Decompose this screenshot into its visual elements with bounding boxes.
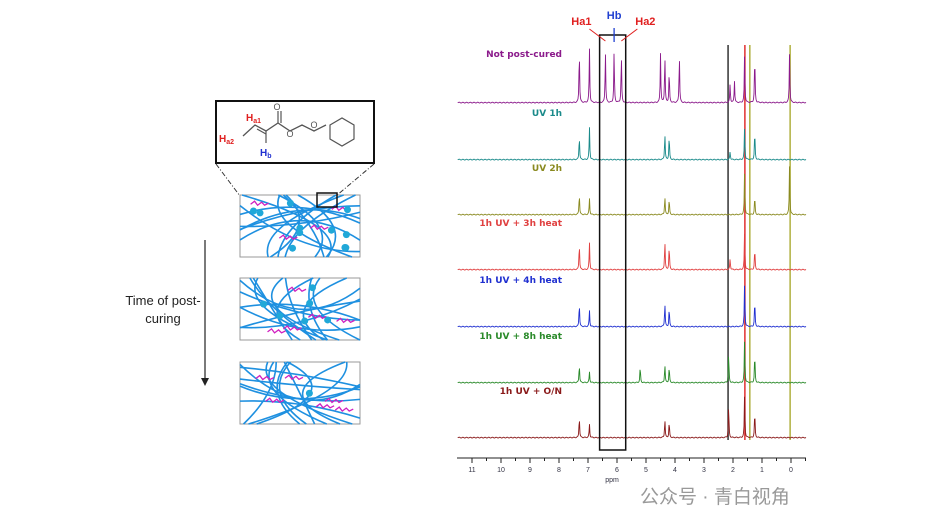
- x-tick-label: 9: [528, 467, 532, 474]
- peak-annotation-ha1: Ha1: [571, 16, 591, 28]
- spectrum-2: [457, 166, 807, 216]
- series-label: 1h UV + 8h heat: [479, 332, 562, 342]
- peak-annotation-hb: Hb: [607, 10, 622, 22]
- arrow-head-icon: [201, 378, 209, 386]
- polymer-network-2: [239, 361, 361, 425]
- spectrum-0: [457, 48, 807, 104]
- svg-text:O: O: [286, 129, 293, 139]
- series-label: UV 1h: [532, 109, 562, 119]
- series-label: 1h UV + O/N: [500, 387, 562, 397]
- highlight-box: [598, 34, 627, 451]
- polymer-network-1: [239, 277, 361, 341]
- x-tick-label: 11: [468, 467, 475, 474]
- polymer-network-0: [239, 192, 361, 258]
- zoom-box: [316, 192, 338, 208]
- watermark: 公众号 · 青白视角: [640, 487, 790, 508]
- molecule-inset: O O O Ha1 Ha2 Hb: [215, 100, 375, 164]
- x-tick-label: 1: [760, 467, 764, 474]
- spectrum-4: [457, 285, 807, 328]
- spectrum-1: [457, 127, 807, 161]
- svg-text:O: O: [310, 120, 317, 130]
- x-tick-label: 7: [586, 467, 590, 474]
- spectrum-6: [457, 396, 807, 439]
- x-tick-label: 0: [789, 467, 793, 474]
- x-tick-label: 10: [497, 467, 505, 474]
- x-tick-label: 8: [557, 467, 561, 474]
- time-of-post-curing-label: Time of post-curing: [125, 293, 201, 326]
- x-tick-label: 5: [644, 467, 648, 474]
- spectrum-3: [457, 233, 807, 271]
- series-label: 1h UV + 3h heat: [479, 219, 562, 229]
- x-tick-label: 6: [615, 467, 619, 474]
- svg-text:Hb: Hb: [260, 148, 272, 160]
- peak-annotation-ha2: Ha2: [635, 16, 655, 28]
- x-tick-label: 2: [731, 467, 735, 474]
- spectrum-5: [457, 341, 807, 384]
- svg-text:O: O: [273, 102, 280, 112]
- x-tick-label: 4: [673, 467, 677, 474]
- svg-text:Ha2: Ha2: [219, 134, 234, 146]
- x-axis: 11 10 9 8 7 6 5 4 3 2 1 0: [457, 457, 806, 474]
- svg-text:Ha1: Ha1: [246, 113, 261, 125]
- x-axis-label: ppm: [605, 477, 619, 484]
- series-label: UV 2h: [532, 164, 562, 174]
- x-tick-label: 3: [702, 467, 706, 474]
- zoom-line: [335, 163, 375, 197]
- series-label: 1h UV + 4h heat: [479, 276, 562, 286]
- series-label: Not post-cured: [486, 50, 562, 60]
- zoom-line: [215, 163, 241, 197]
